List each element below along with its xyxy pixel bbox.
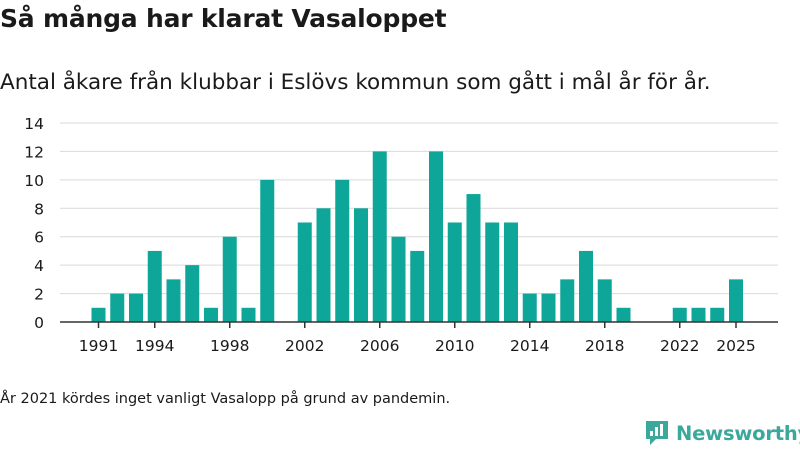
x-tick-label: 1991	[79, 337, 118, 355]
chart-title: Så många har klarat Vasaloppet	[0, 4, 447, 33]
bar-2003	[316, 208, 331, 322]
bar-1996	[185, 265, 200, 322]
x-tick-label: 2002	[285, 337, 324, 355]
x-tick-label: 2018	[585, 337, 624, 355]
bar-1992	[110, 293, 125, 322]
x-tick-label: 1994	[135, 337, 174, 355]
bar-2000	[260, 179, 275, 322]
bar-2012	[485, 222, 500, 322]
bar-2022	[672, 307, 687, 322]
bar-chart: 0 2 4 6 8 10 12 14 1991 1994 1998 2002 2006 2010 2014 2…	[24, 115, 778, 355]
bar-2007	[391, 236, 406, 322]
y-tick-label: 6	[34, 229, 44, 247]
x-tick-label: 1998	[210, 337, 249, 355]
bar-2010	[447, 222, 462, 322]
bar-2016	[560, 279, 575, 322]
bar-1994	[147, 250, 162, 322]
chart-subtitle: Antal åkare från klubbar i Eslövs kommun…	[0, 70, 711, 95]
bar-1995	[166, 279, 181, 322]
y-tick-label: 14	[24, 115, 44, 133]
bar-2017	[579, 250, 593, 322]
bar-2025	[729, 279, 743, 322]
x-tick-label: 2006	[360, 337, 399, 355]
bar-2018	[597, 279, 612, 322]
bar-2019	[616, 307, 631, 322]
bar-1991	[91, 307, 106, 322]
x-tick-label: 2014	[510, 337, 549, 355]
newsworthy-logo-icon	[646, 421, 668, 445]
bar-2009	[429, 151, 443, 322]
y-tick-label: 10	[24, 172, 44, 190]
bar-2023	[691, 307, 706, 322]
bar-2014	[522, 293, 537, 322]
bar-2011	[466, 194, 481, 322]
y-tick-label: 2	[34, 286, 44, 304]
y-tick-label: 0	[34, 314, 44, 332]
x-tick-label: 2022	[660, 337, 699, 355]
bar-1997	[204, 307, 218, 322]
bar-2024	[710, 307, 725, 322]
bar-2002	[297, 222, 312, 322]
brand-logo: Newsworthy	[644, 419, 800, 447]
bar-2015	[541, 293, 556, 322]
bar-2005	[354, 208, 368, 322]
bar-2008	[410, 250, 425, 322]
y-tick-label: 4	[34, 257, 44, 275]
bar-1998	[222, 236, 237, 322]
bar-1993	[129, 293, 143, 322]
y-tick-label: 12	[24, 143, 44, 161]
bar-2006	[372, 151, 387, 322]
x-tick-label: 2010	[435, 337, 474, 355]
footnote: År 2021 kördes inget vanligt Vasalopp på…	[0, 391, 451, 407]
bar-1999	[241, 307, 256, 322]
x-tick-label: 2025	[716, 337, 755, 355]
y-tick-label: 8	[34, 200, 44, 218]
bar-2013	[504, 222, 518, 322]
brand-name: Newsworthy	[676, 421, 800, 445]
bar-2004	[335, 179, 350, 322]
